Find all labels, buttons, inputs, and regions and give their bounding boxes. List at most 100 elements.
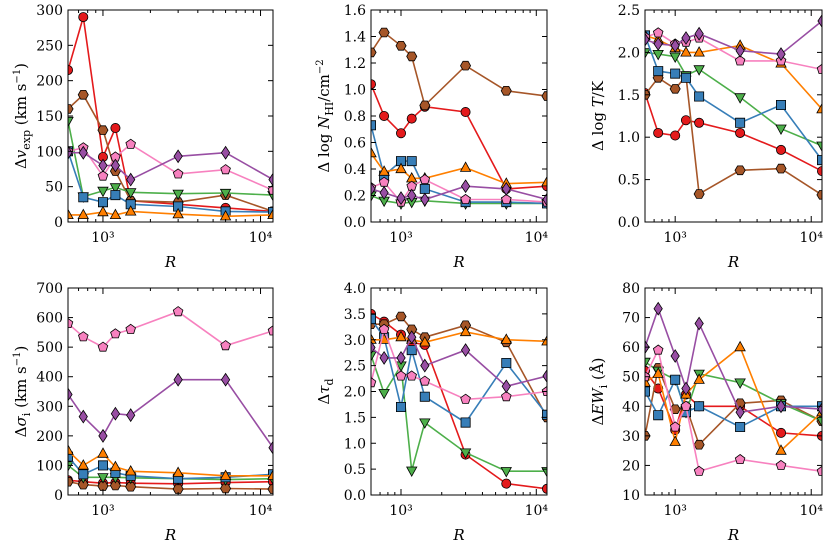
y-tick-label: 2.5 bbox=[618, 3, 640, 19]
data-point-blue-square-3 bbox=[681, 72, 691, 83]
y-tick-label: 200 bbox=[36, 429, 63, 445]
data-point-orange-triangle-up-5 bbox=[734, 340, 746, 352]
data-point-brown-hexagon-4 bbox=[693, 439, 705, 450]
data-point-purple-diamond-2 bbox=[396, 350, 406, 365]
data-point-brown-hexagon-2 bbox=[669, 404, 681, 415]
data-point-red-circle-3 bbox=[406, 113, 417, 124]
data-point-purple-diamond-1 bbox=[379, 350, 389, 365]
y-tick-label: 150 bbox=[36, 109, 63, 125]
data-point-blue-square-6 bbox=[776, 100, 786, 110]
data-point-green-triangle-down-2 bbox=[97, 473, 109, 484]
series-line-pink-pentagon bbox=[371, 326, 547, 401]
data-point-orange-triangle-up-3 bbox=[109, 208, 122, 220]
data-point-blue-square-1 bbox=[78, 192, 89, 203]
data-point-brown-hexagon-5 bbox=[172, 484, 184, 494]
panel-ew: 10 20 30 40 50 60 70 80 10³ 10⁴ R ΔEWi (Å) bbox=[589, 281, 823, 544]
plot-frame bbox=[644, 9, 823, 223]
data-point-pink-pentagon-6 bbox=[501, 391, 512, 402]
series-layer bbox=[371, 27, 547, 210]
y-tick-label: 100 bbox=[36, 458, 63, 474]
data-point-blue-square-5 bbox=[735, 421, 746, 433]
x-tick-label: 10³ bbox=[663, 503, 686, 519]
y-axis-label: Δσi (km s−1) bbox=[12, 346, 33, 438]
data-point-orange-triangle-up-4 bbox=[419, 335, 431, 347]
data-point-blue-square-4 bbox=[419, 183, 430, 194]
y-tick-label: 0.2 bbox=[344, 189, 366, 205]
data-point-green-triangle-down-0 bbox=[68, 116, 74, 128]
series-line-green-triangle-down bbox=[371, 355, 547, 473]
data-point-purple-diamond-7 bbox=[542, 192, 547, 207]
data-point-red-circle-6 bbox=[776, 427, 787, 438]
plot-frame bbox=[67, 9, 274, 223]
data-point-pink-pentagon-6 bbox=[501, 193, 512, 205]
data-point-purple-diamond-5 bbox=[173, 149, 183, 164]
data-point-purple-diamond-6 bbox=[220, 372, 231, 387]
data-point-purple-diamond-6 bbox=[501, 379, 511, 394]
data-point-red-circle-1 bbox=[653, 127, 664, 138]
data-point-purple-diamond-4 bbox=[694, 316, 704, 331]
y-tick-label: 20 bbox=[622, 458, 640, 474]
data-point-green-triangle-down-3 bbox=[109, 183, 122, 194]
data-point-brown-hexagon-3 bbox=[109, 480, 121, 491]
data-point-purple-diamond-2 bbox=[670, 349, 680, 363]
data-point-pink-pentagon-5 bbox=[172, 168, 184, 179]
series-line-brown-hexagon bbox=[68, 93, 273, 213]
y-tick-label: 1.0 bbox=[344, 436, 366, 452]
y-tick-label: 0.4 bbox=[344, 162, 366, 178]
data-point-purple-diamond-6 bbox=[220, 145, 231, 160]
data-point-blue-square-3 bbox=[110, 190, 121, 201]
y-tick-label: 0.5 bbox=[344, 462, 366, 478]
y-tick-label: 300 bbox=[36, 3, 63, 19]
data-point-orange-triangle-up-5 bbox=[172, 466, 184, 477]
series-line-red-circle bbox=[68, 16, 273, 213]
data-point-pink-pentagon-7 bbox=[267, 184, 273, 195]
data-point-orange-triangle-up-5 bbox=[459, 161, 472, 172]
data-point-brown-hexagon-5 bbox=[460, 60, 472, 71]
series-line-blue-square bbox=[645, 377, 822, 428]
data-point-orange-triangle-up-1 bbox=[378, 165, 390, 176]
data-point-orange-triangle-up-2 bbox=[669, 435, 681, 446]
data-point-purple-diamond-3 bbox=[407, 330, 417, 345]
y-tick-label: 1.0 bbox=[344, 83, 366, 99]
data-point-red-circle-4 bbox=[694, 117, 705, 128]
data-point-purple-diamond-5 bbox=[173, 372, 183, 387]
data-point-purple-diamond-1 bbox=[78, 145, 88, 160]
data-point-purple-diamond-6 bbox=[776, 47, 786, 62]
x-tick-label: 10⁴ bbox=[800, 230, 824, 246]
y-tick-label: 0 bbox=[54, 215, 63, 231]
series-line-orange-triangle-up bbox=[645, 345, 822, 452]
data-point-blue-square-2 bbox=[395, 156, 407, 167]
y-tick-label: 1.6 bbox=[344, 3, 366, 19]
data-point-brown-hexagon-7 bbox=[267, 484, 273, 494]
data-point-pink-pentagon-3 bbox=[406, 370, 417, 381]
data-point-blue-square-1 bbox=[78, 469, 89, 480]
data-point-blue-square-3 bbox=[406, 345, 417, 356]
data-point-orange-triangle-up-2 bbox=[395, 162, 407, 174]
data-point-orange-triangle-up-4 bbox=[693, 373, 705, 384]
series-line-orange-triangle-up bbox=[68, 450, 273, 477]
y-tick-label: 80 bbox=[622, 281, 640, 297]
data-point-orange-triangle-up-7 bbox=[541, 334, 547, 346]
series-line-blue-square bbox=[371, 318, 547, 424]
x-tick-label: 10⁴ bbox=[525, 503, 549, 519]
data-point-purple-diamond-5 bbox=[460, 343, 471, 358]
panel-taud: 0.0 0.5 1.0 1.5 2.0 2.5 3.0 3.5 4.0 10³ 10⁴ R Δτd bbox=[315, 281, 549, 544]
y-tick-label: 3.0 bbox=[344, 333, 366, 349]
plot-frame bbox=[644, 287, 823, 496]
data-point-purple-diamond-5 bbox=[735, 43, 745, 58]
data-point-green-triangle-down-6 bbox=[219, 188, 232, 200]
data-point-red-circle-7 bbox=[542, 483, 547, 494]
series-layer bbox=[68, 12, 273, 221]
data-point-brown-hexagon-2 bbox=[97, 481, 109, 491]
data-point-green-triangle-down-1 bbox=[378, 388, 390, 400]
data-point-brown-hexagon-7 bbox=[541, 91, 547, 101]
data-point-purple-diamond-1 bbox=[379, 185, 389, 200]
data-point-purple-diamond-2 bbox=[396, 191, 406, 206]
data-point-pink-pentagon-2 bbox=[395, 370, 407, 381]
data-point-blue-square-3 bbox=[406, 156, 417, 167]
data-point-blue-square-0 bbox=[371, 313, 377, 325]
y-tick-label: 0.6 bbox=[344, 136, 366, 152]
plot-frame bbox=[370, 9, 548, 223]
data-point-orange-triangle-up-0 bbox=[645, 376, 651, 387]
data-point-purple-diamond-1 bbox=[653, 301, 663, 316]
